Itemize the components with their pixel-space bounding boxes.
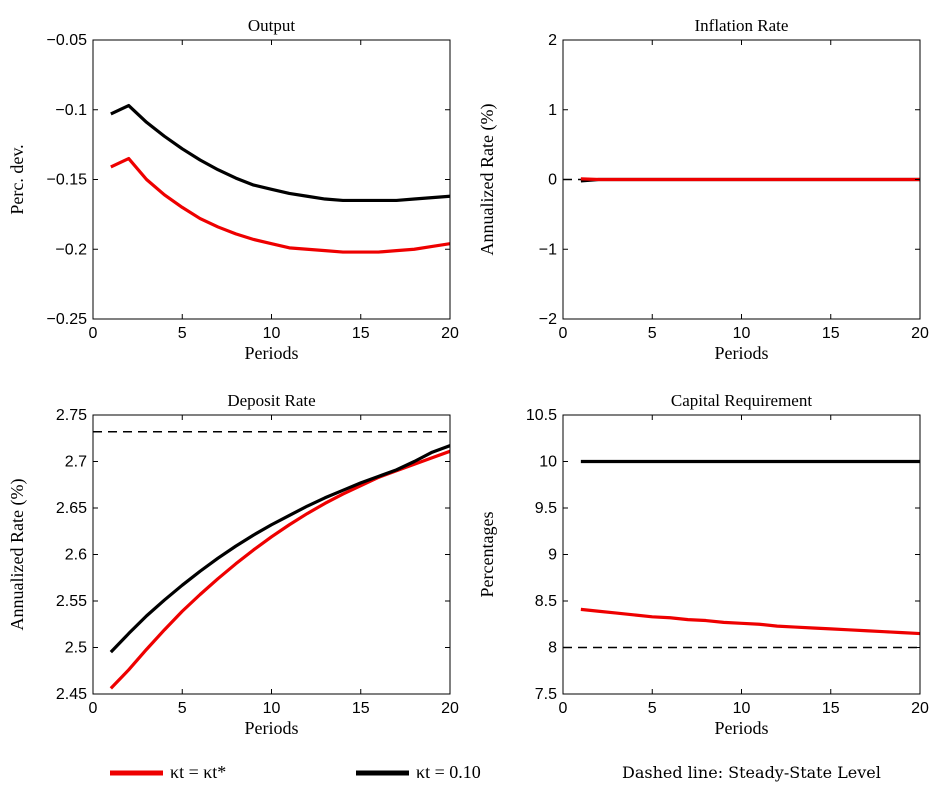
series-line-black bbox=[110, 103, 450, 203]
y-tick-label: 7.5 bbox=[535, 686, 557, 703]
y-tick-label: −0.05 bbox=[47, 32, 88, 49]
x-tick-label: 20 bbox=[911, 325, 929, 342]
y-tick-label: 2.45 bbox=[56, 686, 87, 703]
x-tick-label: 0 bbox=[559, 700, 568, 717]
panel-1: Output 0 5 10 15 20 −0.25 −0.2 −0.15 −0.1 −0.05 Per… bbox=[7, 16, 459, 363]
panel-4: Capital Requirement 0 5 10 15 20 7.5 8 8.5 9 9.5 10… bbox=[477, 391, 929, 738]
legend-red-label: κt = κt* bbox=[170, 762, 226, 782]
y-tick-label: 1 bbox=[548, 102, 557, 119]
y-axis-label: Annualized Rate (%) bbox=[7, 479, 28, 631]
x-tick-label: 20 bbox=[441, 325, 459, 342]
y-axis-label: Annualized Rate (%) bbox=[477, 104, 498, 256]
y-tick-label: 2.5 bbox=[65, 640, 87, 657]
series-group bbox=[109, 444, 450, 690]
x-tick-label: 10 bbox=[263, 325, 281, 342]
series-line-red bbox=[110, 156, 450, 254]
y-tick-label: 9.5 bbox=[535, 500, 557, 517]
y-tick-label: 2.55 bbox=[56, 593, 87, 610]
y-tick-label: 10.5 bbox=[526, 407, 557, 424]
y-tick-label: 10 bbox=[539, 454, 557, 471]
x-tick-label: 15 bbox=[822, 325, 840, 342]
x-axis-label: Periods bbox=[715, 343, 769, 363]
panel-title: Inflation Rate bbox=[695, 16, 789, 35]
series-line-red bbox=[580, 177, 920, 182]
x-axis-label: Periods bbox=[245, 343, 299, 363]
x-tick-label: 0 bbox=[89, 700, 98, 717]
y-tick-label: −2 bbox=[539, 311, 557, 328]
panel-title: Deposit Rate bbox=[227, 391, 315, 410]
y-tick-label: −1 bbox=[539, 241, 557, 258]
legend: κt = κt* κt = 0.10 Dashed line: Steady-S… bbox=[110, 762, 881, 782]
x-axis-label: Periods bbox=[245, 718, 299, 738]
x-tick-label: 15 bbox=[822, 700, 840, 717]
x-tick-label: 5 bbox=[178, 700, 187, 717]
x-tick-label: 0 bbox=[89, 325, 98, 342]
y-tick-label: −0.1 bbox=[55, 102, 87, 119]
y-tick-label: −0.2 bbox=[55, 241, 87, 258]
series-line-red bbox=[109, 449, 450, 690]
series-line-red bbox=[580, 607, 920, 636]
series-line-black bbox=[109, 444, 450, 654]
x-tick-label: 5 bbox=[648, 325, 657, 342]
panel-title: Output bbox=[248, 16, 296, 35]
x-tick-label: 15 bbox=[352, 325, 370, 342]
series-group bbox=[580, 177, 920, 183]
x-tick-label: 10 bbox=[733, 700, 751, 717]
plot-frame bbox=[92, 414, 451, 695]
y-tick-label: 2.6 bbox=[65, 547, 87, 564]
y-tick-label: 2.7 bbox=[65, 454, 87, 471]
y-tick-label: 8 bbox=[548, 640, 557, 657]
y-tick-label: 0 bbox=[548, 172, 557, 189]
y-tick-label: −0.15 bbox=[47, 172, 88, 189]
y-tick-label: 2.75 bbox=[56, 407, 87, 424]
y-tick-label: 8.5 bbox=[535, 593, 557, 610]
legend-black-label: κt = 0.10 bbox=[416, 762, 481, 782]
legend-steady-state-note: Dashed line: Steady-State Level bbox=[622, 763, 881, 782]
series-group bbox=[580, 459, 920, 636]
x-axis-label: Periods bbox=[715, 718, 769, 738]
y-tick-label: 9 bbox=[548, 547, 557, 564]
x-tick-label: 5 bbox=[178, 325, 187, 342]
plot-frame bbox=[562, 414, 921, 695]
y-tick-label: 2.65 bbox=[56, 500, 87, 517]
panel-2: Inflation Rate 0 5 10 15 20 −2 −1 0 1 2 Periods Annu… bbox=[477, 16, 929, 363]
x-tick-label: 20 bbox=[911, 700, 929, 717]
y-axis-label: Percentages bbox=[477, 512, 497, 598]
x-tick-label: 20 bbox=[441, 700, 459, 717]
y-tick-label: −0.25 bbox=[47, 311, 88, 328]
x-tick-label: 10 bbox=[733, 325, 751, 342]
panel-title: Capital Requirement bbox=[671, 391, 812, 410]
x-tick-label: 0 bbox=[559, 325, 568, 342]
series-group bbox=[110, 103, 450, 254]
x-tick-label: 10 bbox=[263, 700, 281, 717]
x-tick-label: 5 bbox=[648, 700, 657, 717]
panel-3: Deposit Rate 0 5 10 15 20 2.45 2.5 2.55 2.6 2.65 2.… bbox=[7, 391, 459, 738]
y-tick-label: 2 bbox=[548, 32, 557, 49]
y-axis-label: Perc. dev. bbox=[7, 144, 27, 214]
x-tick-label: 15 bbox=[352, 700, 370, 717]
